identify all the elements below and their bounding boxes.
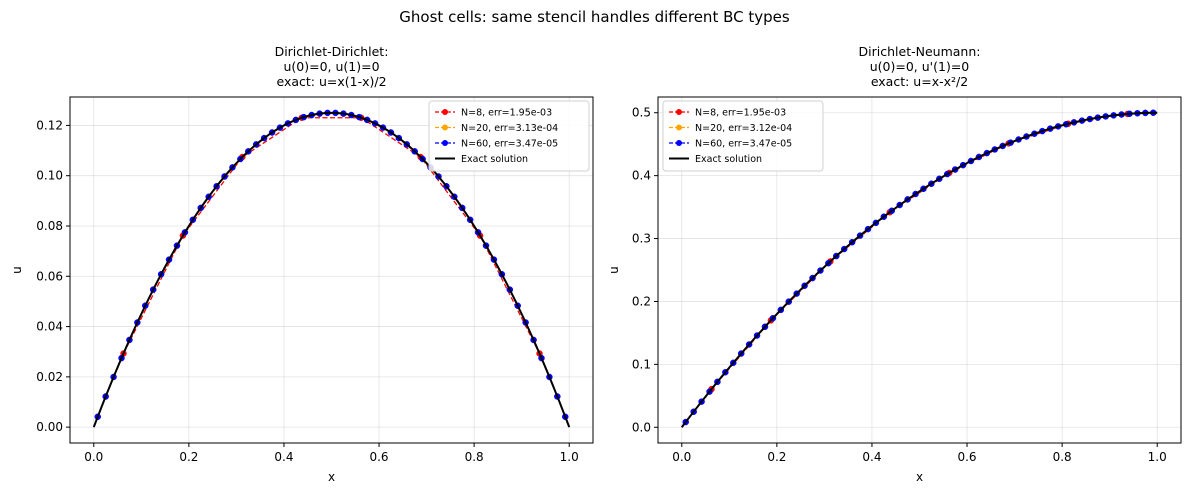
x-tick-label: 0.6 <box>957 450 976 464</box>
y-tick-label: 0.10 <box>36 169 63 183</box>
axes-frame <box>657 96 1182 444</box>
y-tick-label: 0.04 <box>36 320 63 334</box>
x-tick-label: 0.0 <box>84 450 103 464</box>
chart-title-line: Dirichlet-Dirichlet: <box>275 44 389 59</box>
legend-marker <box>442 109 448 115</box>
legend-entry: N=60, err=3.47e-05 <box>669 139 792 150</box>
y-axis-label: u <box>10 266 24 274</box>
chart-title-line: exact: u=x-x²/2 <box>871 74 968 89</box>
chart-title-line: Dirichlet-Neumann: <box>859 44 981 59</box>
x-tick-label: 1.0 <box>1148 450 1167 464</box>
legend-label: Exact solution <box>695 154 762 165</box>
y-axis-label: u <box>607 266 621 274</box>
legend-marker <box>676 109 682 115</box>
x-tick-label: 1.0 <box>560 450 579 464</box>
legend-entry: Exact solution <box>435 154 528 165</box>
x-tick-label: 0.4 <box>274 450 293 464</box>
x-tick-label: 0.8 <box>1053 450 1072 464</box>
legend: N=8, err=1.95e-03 N=20, err=3.13e-04 N=60,… <box>428 100 590 172</box>
legend-entry: N=8, err=1.95e-03 <box>669 108 786 119</box>
axes-frame <box>69 96 594 444</box>
x-tick-label: 0.4 <box>862 450 881 464</box>
chart-panel-1: 0.0 0.2 0.4 0.6 0.8 1.0 0.00 0.02 0.04 0.06 0.08 0.… <box>10 44 594 484</box>
x-tick-label: 0.2 <box>767 450 786 464</box>
y-tick-label: 0.3 <box>632 232 651 246</box>
legend-box <box>428 100 590 172</box>
legend-label: N=60, err=3.47e-05 <box>695 139 792 150</box>
legend-box <box>662 100 824 172</box>
y-tick-label: 0.08 <box>36 219 63 233</box>
legend-label: N=8, err=1.95e-03 <box>461 108 552 119</box>
y-tick-label: 0.0 <box>632 420 651 434</box>
legend-entry: Exact solution <box>669 154 762 165</box>
x-tick-label: 0.0 <box>672 450 691 464</box>
legend-label: N=20, err=3.12e-04 <box>695 123 792 134</box>
legend-entry: N=20, err=3.12e-04 <box>669 123 792 134</box>
chart-title-line: u(0)=0, u(1)=0 <box>283 59 379 74</box>
x-tick-label: 0.2 <box>179 450 198 464</box>
x-tick-label: 0.6 <box>369 450 388 464</box>
y-tick-label: 0.2 <box>632 294 651 308</box>
figure-suptitle: Ghost cells: same stencil handles differ… <box>399 8 790 26</box>
legend-label: Exact solution <box>461 154 528 165</box>
legend-marker <box>442 124 448 131</box>
legend-label: N=8, err=1.95e-03 <box>695 108 786 119</box>
y-tick-label: 0.5 <box>632 106 651 120</box>
x-tick-label: 0.8 <box>465 450 484 464</box>
legend-marker <box>676 140 682 146</box>
legend-entry: N=60, err=3.47e-05 <box>435 139 558 150</box>
exact-solution-line <box>680 111 1158 428</box>
legend-entry: N=20, err=3.13e-04 <box>435 123 558 134</box>
x-axis-label: x <box>916 470 923 484</box>
legend-label: N=20, err=3.13e-04 <box>461 123 558 134</box>
legend-entry: N=8, err=1.95e-03 <box>435 108 552 119</box>
y-tick-label: 0.00 <box>36 420 63 434</box>
chart-title-line: u(0)=0, u'(1)=0 <box>870 59 970 74</box>
y-tick-label: 0.1 <box>632 357 651 371</box>
y-tick-label: 0.02 <box>36 370 63 384</box>
exact-solution-line <box>92 111 571 428</box>
series-line <box>710 113 1128 390</box>
chart-panel-2: 0.0 0.2 0.4 0.6 0.8 1.0 0.0 0.1 0.2 0.3 0.4 0.5 x u Di… <box>607 44 1182 484</box>
y-tick-label: 0.06 <box>36 269 63 283</box>
chart-title-line: exact: u=x(1-x)/2 <box>276 74 386 89</box>
x-axis-label: x <box>328 470 335 484</box>
legend-label: N=60, err=3.47e-05 <box>461 139 558 150</box>
legend-marker <box>676 124 682 131</box>
y-tick-label: 0.4 <box>632 169 651 183</box>
legend-marker <box>442 140 448 146</box>
y-tick-label: 0.12 <box>36 118 63 132</box>
legend: N=8, err=1.95e-03 N=20, err=3.12e-04 N=60,… <box>662 100 824 172</box>
